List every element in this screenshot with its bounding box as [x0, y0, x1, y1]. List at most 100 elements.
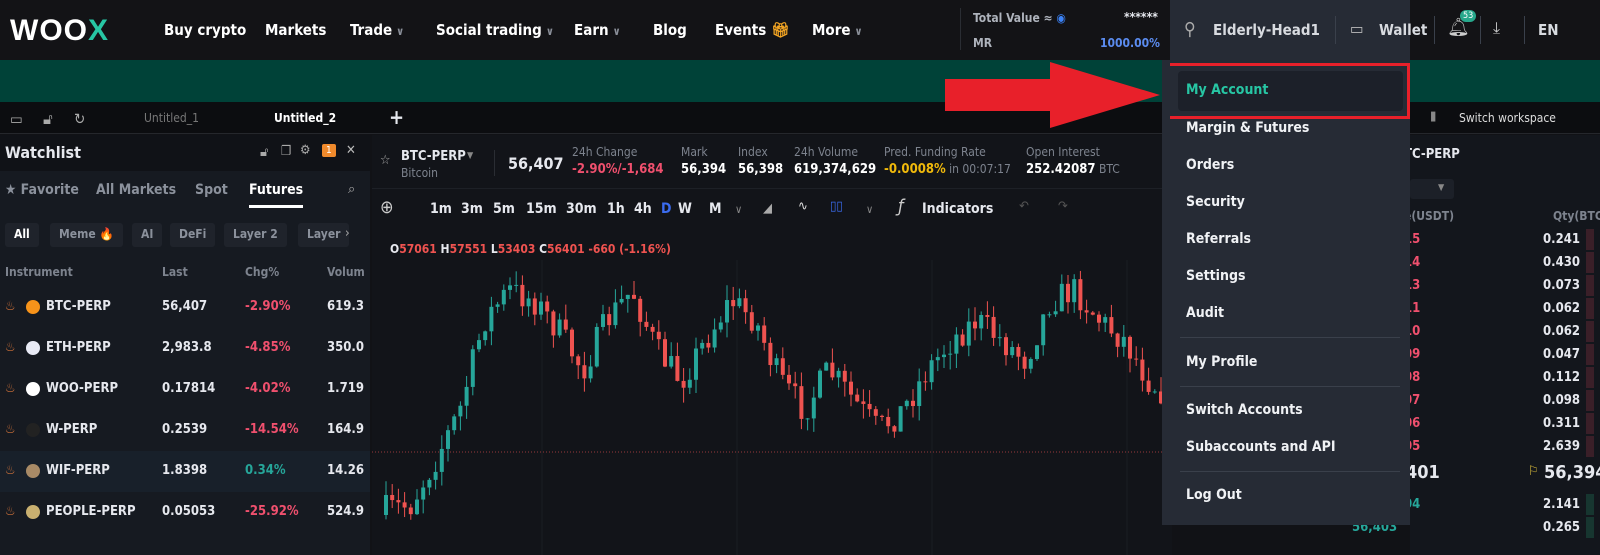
- eye-icon[interactable]: ◉: [1056, 11, 1066, 25]
- filter-chip[interactable]: DeFi: [170, 223, 216, 247]
- table-row[interactable]: ♨ BTC-PERP 56,407 -2.90% 619.3: [0, 287, 370, 328]
- watchlist-tab[interactable]: All Markets: [96, 182, 177, 198]
- watchlist-tab[interactable]: Futures: [249, 182, 304, 208]
- gear-icon[interactable]: ⚙: [300, 143, 311, 158]
- candle-chart-icon[interactable]: ▯▯: [830, 199, 843, 214]
- menu-item[interactable]: Subaccounts and API: [1186, 439, 1336, 455]
- last-price: 56,407: [162, 299, 208, 314]
- menu-item[interactable]: Security: [1186, 194, 1245, 210]
- column-header[interactable]: Chg%: [245, 265, 280, 279]
- menu-item[interactable]: Switch Accounts: [1186, 402, 1303, 418]
- ask-qty[interactable]: 0.062: [1543, 301, 1580, 316]
- ask-qty[interactable]: 0.311: [1543, 416, 1580, 431]
- watchlist-tab[interactable]: Spot: [195, 182, 228, 198]
- filter-chip[interactable]: All: [5, 223, 39, 247]
- table-row[interactable]: ♨ PEOPLE-PERP 0.05053 -25.92% 524.9: [0, 492, 370, 533]
- undo-icon[interactable]: ↶: [1019, 199, 1029, 214]
- ask-qty[interactable]: 0.112: [1543, 370, 1580, 385]
- wallet-button[interactable]: Wallet: [1379, 21, 1428, 39]
- column-header[interactable]: Last: [162, 265, 188, 279]
- ticker-symbol[interactable]: BTC-PERP: [401, 149, 466, 164]
- table-row[interactable]: ♨ WIF-PERP 1.8398 0.34% 14.26: [0, 451, 370, 492]
- menu-item[interactable]: Settings: [1186, 268, 1246, 284]
- timeframe-button[interactable]: 1m: [430, 201, 452, 217]
- username-button[interactable]: Elderly-Head1: [1213, 21, 1320, 39]
- search-icon[interactable]: ⌕: [348, 182, 356, 197]
- redo-icon[interactable]: ↷: [1058, 199, 1068, 214]
- indicators-button[interactable]: Indicators: [922, 201, 994, 217]
- timeframe-button[interactable]: W: [678, 201, 692, 217]
- close-icon[interactable]: ✕: [346, 143, 356, 158]
- nav-item[interactable]: Blog: [653, 21, 687, 39]
- table-row[interactable]: ♨ W-PERP 0.2539 -14.54% 164.9: [0, 410, 370, 451]
- filter-chip[interactable]: AI: [132, 223, 163, 247]
- new-window-icon[interactable]: ▭: [10, 110, 23, 128]
- tab-untitled-2[interactable]: Untitled_2: [274, 111, 337, 125]
- bid-qty[interactable]: 0.265: [1543, 520, 1580, 535]
- ask-qty[interactable]: 0.062: [1543, 324, 1580, 339]
- column-header[interactable]: Instrument: [5, 265, 73, 279]
- lock-icon[interactable]: 🔓︎: [260, 145, 269, 160]
- add-icon[interactable]: ⊕: [380, 197, 394, 218]
- bid-qty[interactable]: 2.141: [1543, 497, 1580, 512]
- menu-item[interactable]: Orders: [1186, 157, 1235, 173]
- refresh-icon[interactable]: ↻: [74, 110, 86, 128]
- timeframe-button[interactable]: 4h: [634, 201, 652, 217]
- caret-down-icon[interactable]: ▼: [467, 151, 474, 161]
- orderbook-symbol[interactable]: TC-PERP: [1404, 147, 1460, 162]
- chevron-down-icon[interactable]: ∨: [735, 203, 743, 216]
- menu-item[interactable]: Audit: [1186, 305, 1225, 321]
- bell-icon[interactable]: 🔔︎: [1447, 17, 1470, 38]
- timeframe-button[interactable]: 15m: [526, 201, 557, 217]
- filter-chip[interactable]: Layer 2: [224, 223, 287, 247]
- menu-item[interactable]: Margin & Futures: [1186, 120, 1310, 136]
- ask-qty[interactable]: 0.098: [1543, 393, 1580, 408]
- unlock-icon[interactable]: 🔓︎: [43, 110, 53, 128]
- tab-untitled-1[interactable]: Untitled_1: [144, 111, 199, 125]
- filter-chip[interactable]: Meme 🔥: [50, 223, 124, 247]
- star-icon[interactable]: ☆: [380, 153, 391, 168]
- nav-item[interactable]: Buy crypto: [164, 21, 247, 39]
- timeframe-button[interactable]: 5m: [493, 201, 515, 217]
- menu-item[interactable]: My Profile: [1186, 354, 1258, 370]
- timeframe-button[interactable]: 1h: [607, 201, 625, 217]
- ask-qty[interactable]: 0.430: [1543, 255, 1580, 270]
- menu-item[interactable]: Log Out: [1186, 487, 1242, 503]
- switch-workspace-button[interactable]: Switch workspace: [1459, 111, 1556, 125]
- woox-logo[interactable]: WOOX: [10, 14, 110, 47]
- timeframe-button[interactable]: 30m: [566, 201, 597, 217]
- candle: [793, 383, 798, 387]
- precision-dropdown[interactable]: ▼: [1410, 179, 1454, 199]
- ask-qty[interactable]: 0.047: [1543, 347, 1580, 362]
- nav-item[interactable]: Trade ∨: [350, 21, 405, 39]
- chevron-down-icon[interactable]: ∨: [866, 203, 874, 216]
- nav-item[interactable]: More ∨: [812, 21, 863, 39]
- download-icon[interactable]: ⤓: [1493, 18, 1501, 37]
- fx-icon[interactable]: ƒ: [898, 196, 904, 217]
- ask-qty[interactable]: 0.073: [1543, 278, 1580, 293]
- nav-item[interactable]: Earn ∨: [574, 21, 621, 39]
- area-chart-icon[interactable]: ◢: [763, 201, 772, 216]
- nav-item[interactable]: Social trading ∨: [436, 21, 554, 39]
- nav-item[interactable]: Markets: [265, 21, 327, 39]
- line-chart-icon[interactable]: ∿: [798, 199, 808, 214]
- watchlist-tab[interactable]: ★ Favorite: [5, 182, 79, 198]
- timeframe-button[interactable]: D: [661, 201, 672, 217]
- candlestick-chart[interactable]: [372, 260, 1172, 555]
- add-tab-button[interactable]: +: [389, 105, 405, 129]
- timeframe-button[interactable]: M: [709, 201, 722, 217]
- table-row[interactable]: ♨ ETH-PERP 2,983.8 -4.85% 350.0: [0, 328, 370, 369]
- candle: [886, 416, 891, 427]
- copy-icon[interactable]: ❐: [281, 144, 292, 159]
- ask-qty[interactable]: 2.639: [1543, 439, 1580, 454]
- chevron-right-icon[interactable]: ›: [345, 226, 350, 241]
- menu-item[interactable]: Referrals: [1186, 231, 1252, 247]
- column-header[interactable]: Volum: [327, 265, 365, 279]
- nav-item[interactable]: Events 🎁︎: [715, 21, 791, 39]
- table-row[interactable]: ♨ WOO-PERP 0.17814 -4.02% 1.719: [0, 369, 370, 410]
- ask-qty[interactable]: 0.241: [1543, 232, 1580, 247]
- menu-item[interactable]: My Account: [1186, 82, 1269, 98]
- timeframe-button[interactable]: 3m: [461, 201, 483, 217]
- language-button[interactable]: EN: [1538, 21, 1559, 39]
- filter-chip[interactable]: Layer: [298, 223, 350, 247]
